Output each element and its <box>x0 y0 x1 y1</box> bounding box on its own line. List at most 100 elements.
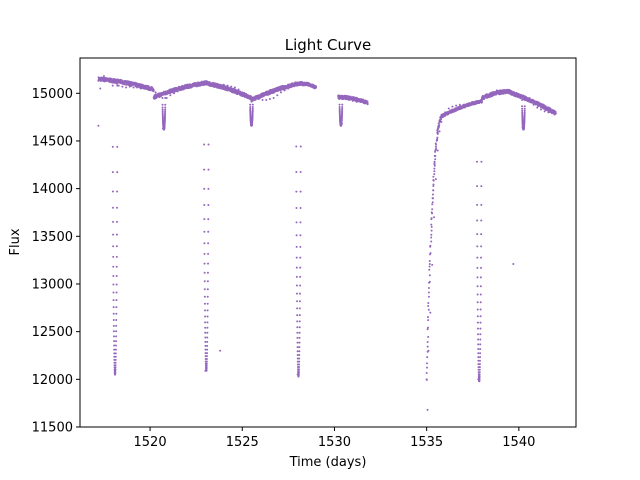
eclipse-point <box>206 326 209 329</box>
eclipse-point <box>112 324 115 327</box>
ingress-point <box>440 117 443 120</box>
eclipse-point <box>475 101 478 104</box>
eclipse-point <box>115 291 118 294</box>
eclipse-point <box>115 265 118 268</box>
eclipse-point <box>203 295 206 298</box>
ingress-point <box>434 158 437 161</box>
eclipse-point <box>480 203 483 206</box>
eclipse-point <box>112 245 115 248</box>
eclipse-point <box>521 105 524 108</box>
eclipse-point <box>115 312 118 315</box>
ingress-point <box>430 236 433 239</box>
data-point <box>165 97 168 100</box>
y-axis-label: Flux <box>8 228 23 255</box>
data-point <box>510 92 513 95</box>
eclipse-point <box>299 266 302 269</box>
data-point <box>97 124 100 127</box>
dense-point <box>366 101 369 104</box>
ingress-point <box>430 217 433 220</box>
eclipse-point <box>521 98 524 101</box>
eclipse-point <box>203 242 206 245</box>
data-point <box>462 103 465 106</box>
ingress-point <box>431 208 434 211</box>
eclipse-point <box>206 295 209 298</box>
eclipse-point <box>204 344 207 347</box>
ingress-point <box>436 136 439 139</box>
data-point <box>503 90 506 93</box>
eclipse-point <box>476 276 479 279</box>
eclipse-point <box>480 219 483 222</box>
eclipse-point <box>523 105 526 108</box>
data-point <box>426 408 429 411</box>
ingress-point <box>432 185 435 188</box>
eclipse-point <box>203 271 206 274</box>
eclipse-point <box>477 359 480 362</box>
data-point <box>114 373 117 376</box>
eclipse-point <box>203 280 206 283</box>
eclipse-point <box>295 206 298 209</box>
ingress-point <box>427 295 430 298</box>
eclipse-point <box>477 348 480 350</box>
eclipse-point <box>296 354 299 357</box>
x-tick-label: 1520 <box>134 435 167 450</box>
eclipse-point <box>112 299 115 302</box>
x-axis: 1520 1525 1530 1535 1540 <box>134 427 535 450</box>
eclipse-point <box>204 340 207 343</box>
eclipse-point <box>298 366 301 369</box>
data-point <box>294 82 297 85</box>
eclipse-point <box>161 108 164 111</box>
eclipse-point <box>203 230 206 233</box>
eclipse-point <box>115 340 118 343</box>
ingress-point <box>428 280 431 283</box>
data-point <box>272 97 275 100</box>
eclipse-point <box>477 356 480 359</box>
data-point <box>291 84 294 87</box>
ingress-point <box>431 193 434 196</box>
ingress-point <box>429 252 432 255</box>
eclipse-point <box>207 262 210 265</box>
y-tick-label: 12500 <box>32 325 73 340</box>
x-tick-label: 1540 <box>502 435 535 450</box>
dense-point <box>147 85 150 88</box>
eclipse-point <box>296 307 299 310</box>
eclipse-point <box>476 321 479 324</box>
eclipse-point <box>479 348 482 350</box>
ingress-point <box>435 143 438 146</box>
eclipse-point <box>476 266 479 269</box>
eclipse-point <box>206 340 209 343</box>
data-point <box>139 87 142 90</box>
x-axis-label: Time (days) <box>289 455 367 470</box>
ingress-point <box>436 138 439 141</box>
ingress-point <box>433 167 436 170</box>
eclipse-point <box>476 293 479 296</box>
y-tick-label: 15000 <box>32 87 73 102</box>
eclipse-point <box>298 300 301 303</box>
data-point <box>180 88 183 91</box>
eclipse-point <box>478 368 481 371</box>
data-point <box>429 311 432 314</box>
ingress-point <box>432 179 435 182</box>
eclipse-point <box>112 335 115 338</box>
eclipse-point <box>341 103 344 106</box>
eclipse-point <box>298 363 301 366</box>
eclipse-point <box>299 190 302 193</box>
data-point <box>254 97 257 100</box>
eclipse-point <box>203 168 206 171</box>
eclipse-point <box>203 288 206 291</box>
chart-title: Light Curve <box>285 36 371 54</box>
data-point <box>296 373 299 376</box>
y-tick-label: 14500 <box>32 134 73 149</box>
eclipse-point <box>204 348 207 351</box>
eclipse-point <box>112 283 115 286</box>
eclipse-point <box>298 346 301 349</box>
eclipse-point <box>295 221 298 224</box>
data-point <box>222 83 225 86</box>
data-point <box>362 101 365 104</box>
data-point <box>150 88 153 91</box>
data-point <box>351 99 354 102</box>
eclipse-point <box>299 245 302 248</box>
ingress-point <box>434 154 437 157</box>
eclipse-point <box>295 245 298 248</box>
eclipse-point <box>477 363 480 366</box>
data-point <box>233 86 236 89</box>
